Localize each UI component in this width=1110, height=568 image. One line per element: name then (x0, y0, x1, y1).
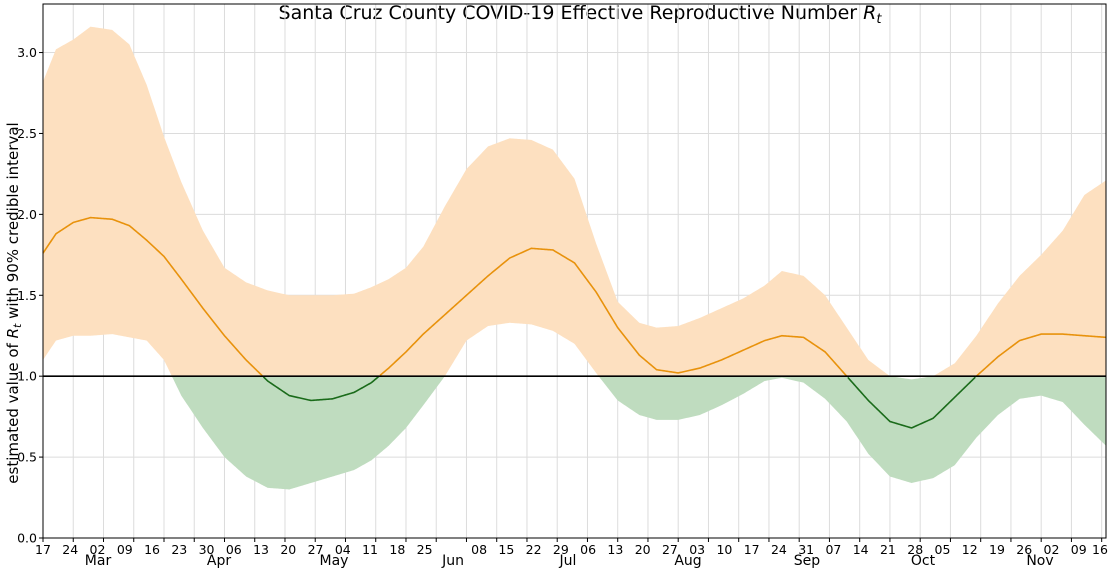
month-label: Oct (911, 553, 936, 568)
x-axis-ticks: 17 24 02 09 16 23 30 06 13 20 27 04 11 18 25 08 15 22 29 06… (35, 538, 1108, 557)
credible-interval-below-threshold (43, 376, 1106, 490)
month-label: Mar (85, 553, 112, 568)
y-tick-label: 2.5 (17, 126, 37, 141)
x-tick-label: 23 (171, 542, 187, 557)
x-tick-label: 27 (662, 542, 678, 557)
x-tick-label: 17 (35, 542, 51, 557)
x-tick-label: 18 (389, 542, 405, 557)
y-axis-ticks: 0.0 0.5 1.0 1.5 2.0 2.5 3.0 (17, 45, 43, 546)
x-tick-label: 20 (635, 542, 651, 557)
x-tick-label: 28 (907, 542, 923, 557)
y-tick-label: 1.5 (17, 288, 37, 303)
x-tick-label: 05 (935, 542, 951, 557)
x-tick-label: 04 (335, 542, 351, 557)
month-label: Apr (207, 553, 231, 568)
x-tick-label: 13 (253, 542, 269, 557)
x-tick-label: 11 (362, 542, 378, 557)
x-tick-label: 20 (280, 542, 296, 557)
plot-frame (42, 3, 1107, 539)
x-tick-label: 22 (526, 542, 542, 557)
x-tick-label: 21 (880, 542, 896, 557)
y-tick-label: 0.5 (17, 450, 37, 465)
y-tick-label: 3.0 (17, 45, 37, 60)
x-tick-label: 14 (853, 542, 869, 557)
x-tick-label: 10 (716, 542, 732, 557)
month-labels: Mar Apr May Jun Jul Aug Sep Oct Nov (85, 553, 1054, 568)
credible-interval-above-threshold (43, 26, 1106, 377)
rt-median-line-above-threshold (42, 216, 1107, 377)
x-tick-label: 06 (226, 542, 242, 557)
y-tick-label: 2.0 (17, 207, 37, 222)
x-tick-label: 13 (607, 542, 623, 557)
x-tick-label: 06 (580, 542, 596, 557)
x-tick-label: 31 (798, 542, 814, 557)
x-tick-label: 09 (117, 542, 133, 557)
x-tick-label: 02 (1044, 542, 1060, 557)
x-tick-label: 08 (471, 542, 487, 557)
month-label: Sep (794, 553, 821, 568)
x-tick-label: 30 (199, 542, 215, 557)
y-tick-label: 1.0 (17, 369, 37, 384)
x-tick-label: 27 (308, 542, 324, 557)
x-tick-label: 24 (771, 542, 787, 557)
x-tick-label: 29 (553, 542, 569, 557)
x-tick-label: 26 (1016, 542, 1032, 557)
month-label: Jul (559, 553, 577, 568)
month-label: Aug (674, 553, 701, 568)
rt-median-line-below-threshold (262, 375, 976, 429)
x-tick-label: 09 (1071, 542, 1087, 557)
y-axis-label: estimated value of Rt with 90% credible … (4, 122, 24, 483)
x-tick-label: 17 (744, 542, 760, 557)
x-tick-label: 25 (417, 542, 433, 557)
x-tick-label: 02 (90, 542, 106, 557)
x-tick-label: 19 (989, 542, 1005, 557)
x-tick-label: 16 (1092, 542, 1108, 557)
month-label: Nov (1026, 553, 1053, 568)
chart-title: Santa Cruz County COVID-19 Effective Rep… (279, 2, 883, 27)
month-label: May (320, 553, 349, 568)
x-tick-label: 15 (498, 542, 514, 557)
x-tick-label: 03 (689, 542, 705, 557)
x-tick-label: 24 (62, 542, 78, 557)
y-tick-label: 0.0 (17, 531, 37, 546)
x-tick-label: 16 (144, 542, 160, 557)
x-tick-label: 07 (825, 542, 841, 557)
month-label: Jun (441, 553, 464, 568)
x-tick-label: 12 (962, 542, 978, 557)
